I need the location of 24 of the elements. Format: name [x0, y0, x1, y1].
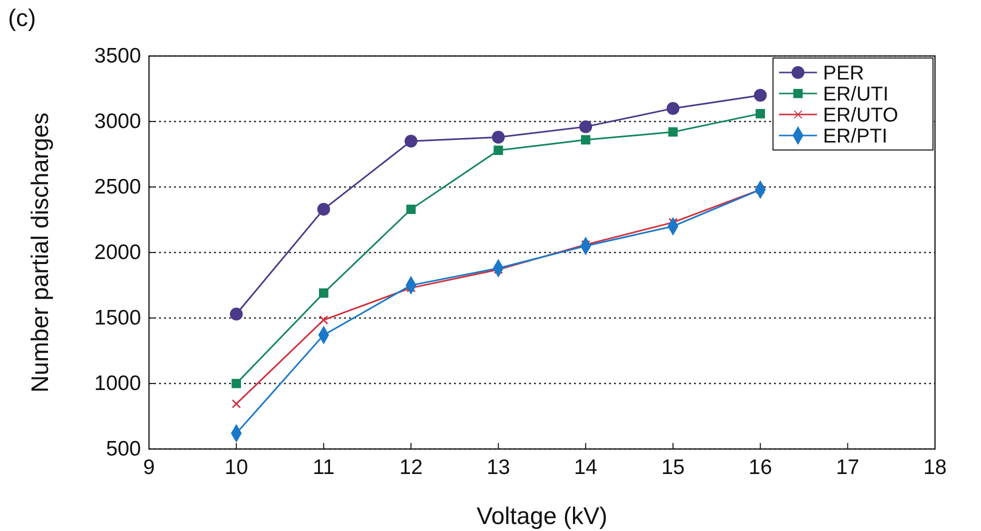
x-tick-label: 18 — [923, 456, 947, 479]
y-tick-label: 3500 — [94, 44, 141, 68]
x-tick-label: 13 — [486, 456, 510, 479]
x-tick-label: 11 — [312, 456, 335, 479]
legend-label: ER/PTI — [823, 126, 888, 148]
x-tick-label: 12 — [399, 456, 423, 479]
text: (c) — [8, 5, 36, 32]
x-tick-label: 14 — [574, 456, 598, 479]
x-tick-label: 16 — [748, 456, 772, 479]
x-tick-label: 17 — [836, 456, 860, 479]
y-tick-label: 2000 — [94, 241, 141, 264]
y-tick-label: 1000 — [94, 372, 141, 396]
legend-label: PER — [823, 62, 864, 85]
x-tick-label: 10 — [224, 456, 248, 479]
y-axis-title: Number partial discharges — [27, 112, 54, 393]
legend-label: ER/UTI — [823, 84, 889, 106]
y-tick-label: 1500 — [94, 306, 141, 330]
x-tick-label: 15 — [661, 456, 685, 479]
y-tick-label: 2500 — [94, 176, 141, 199]
y-tick-label: 3000 — [94, 110, 141, 134]
legend-label: ER/UTO — [823, 104, 898, 127]
x-axis-title: Voltage (kV) — [476, 503, 608, 530]
y-tick-label: 500 — [106, 438, 141, 461]
x-tick-label: 9 — [143, 456, 155, 479]
